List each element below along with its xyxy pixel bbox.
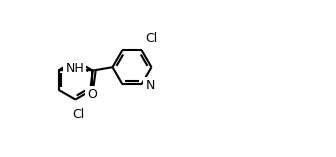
Text: NH: NH (66, 62, 84, 75)
Text: Cl: Cl (72, 108, 84, 121)
Text: Cl: Cl (145, 32, 157, 45)
Text: Cl: Cl (71, 62, 83, 75)
Text: N: N (145, 79, 155, 92)
Text: O: O (87, 88, 97, 101)
